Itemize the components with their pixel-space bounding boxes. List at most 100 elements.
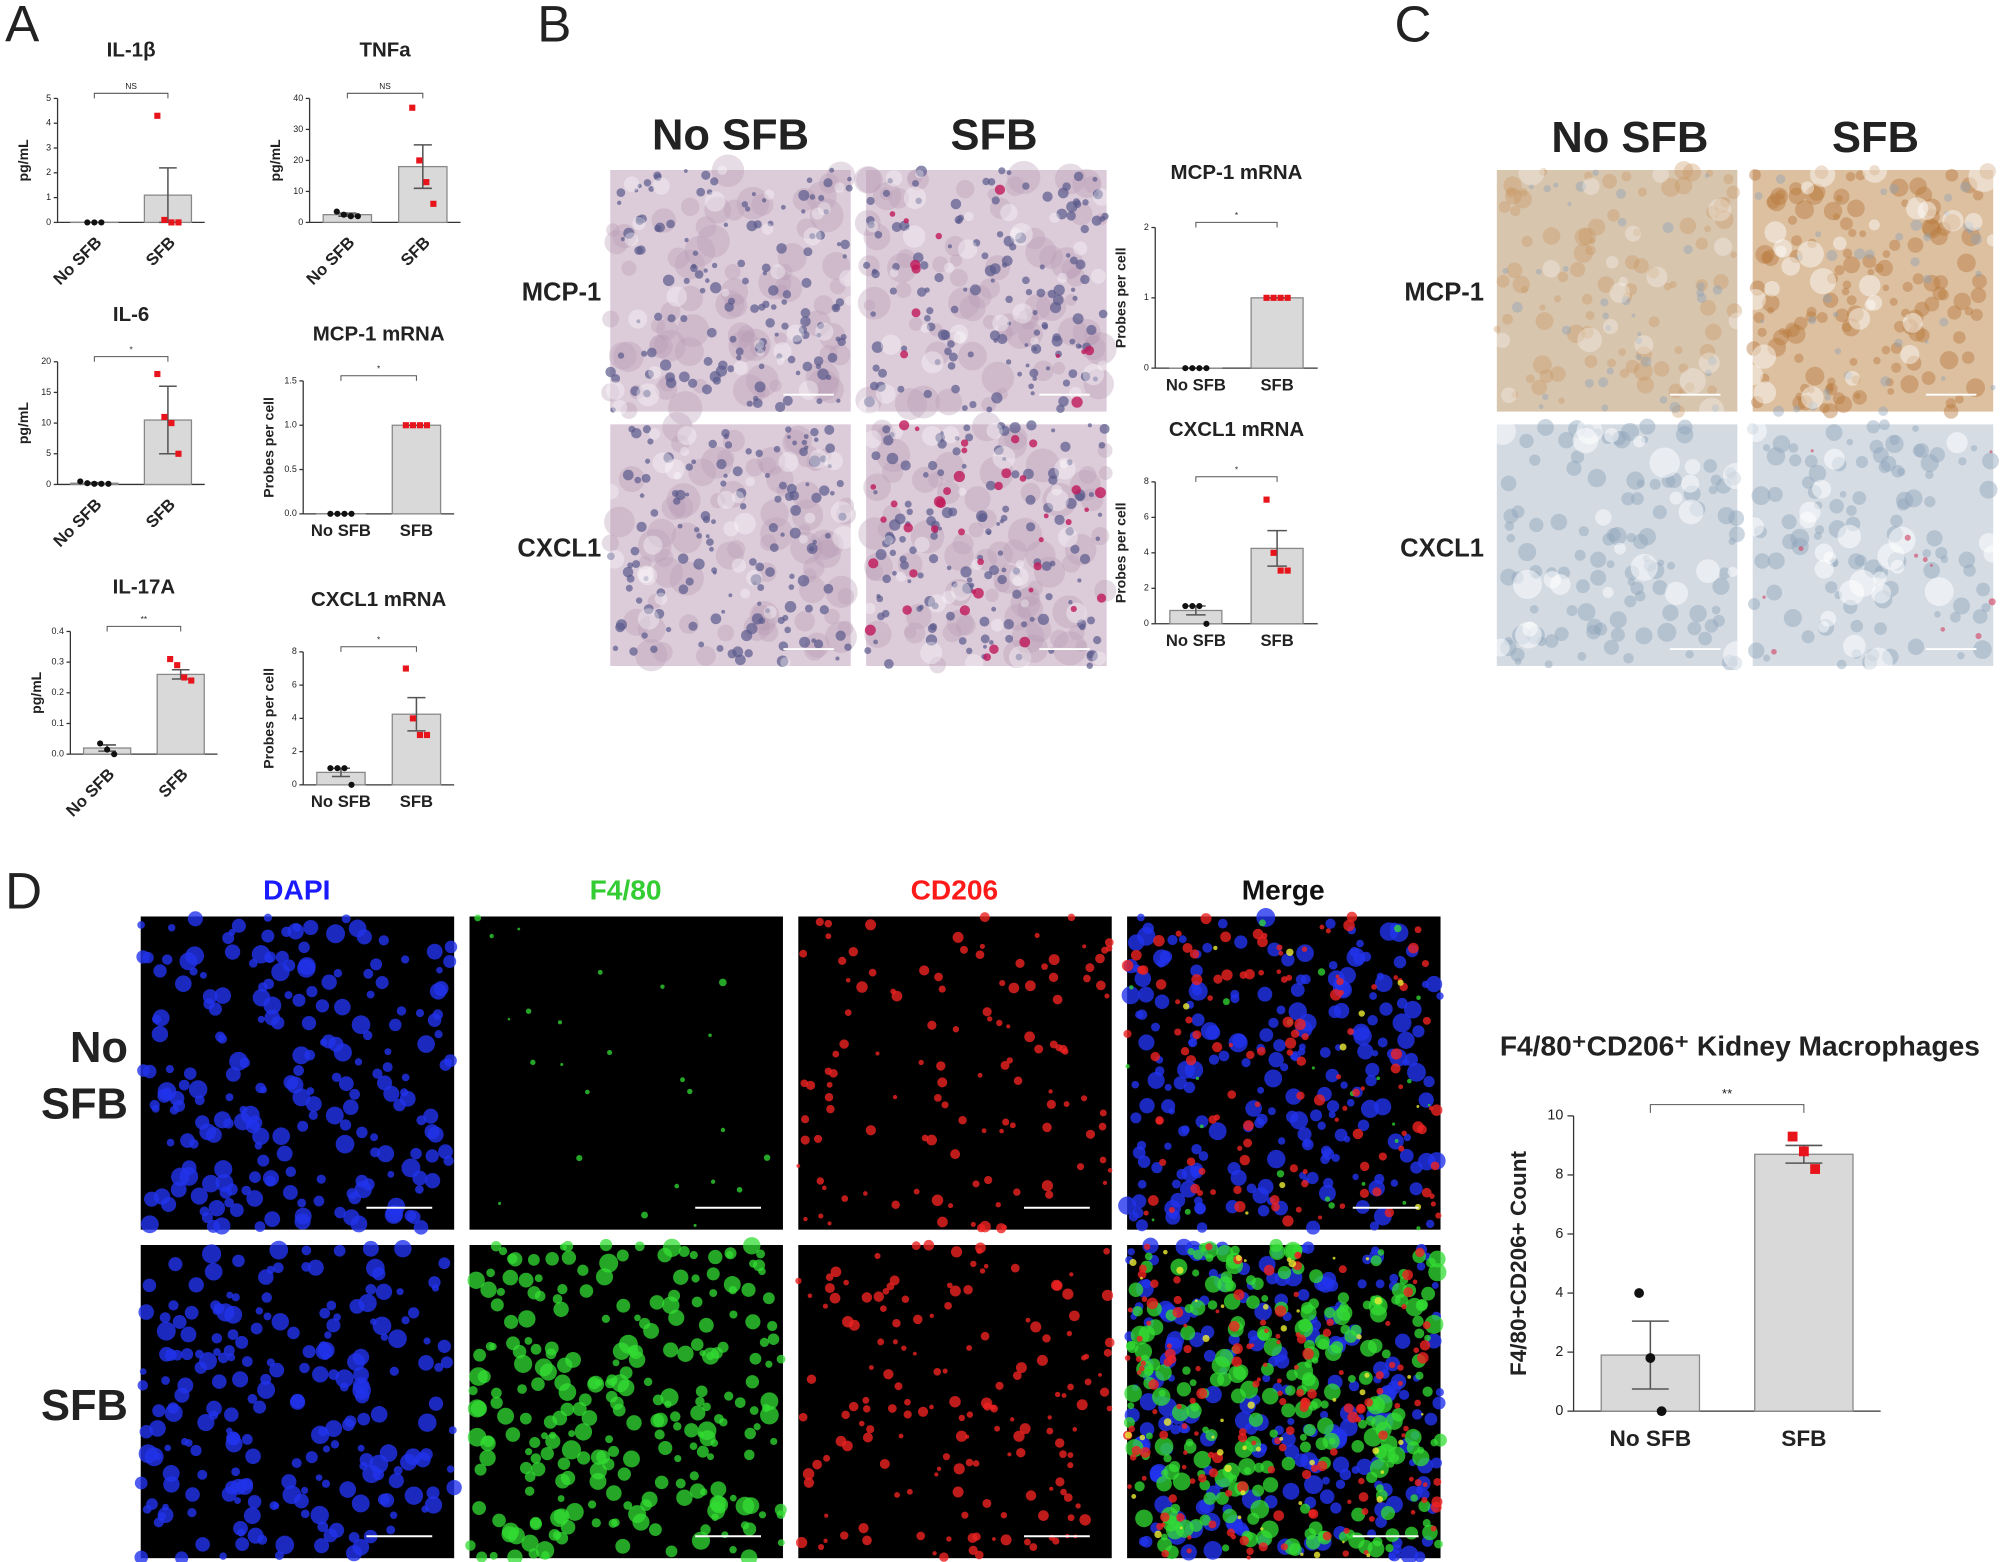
texture — [1136, 1335, 1143, 1342]
texture — [281, 926, 292, 938]
texture — [1836, 659, 1847, 670]
texture — [729, 1494, 737, 1502]
texture — [1914, 553, 1919, 558]
texture — [1311, 1398, 1322, 1409]
texture — [1075, 1503, 1081, 1509]
texture — [979, 943, 985, 949]
texture — [765, 567, 775, 577]
texture — [1320, 1400, 1329, 1409]
texture — [474, 1463, 487, 1476]
texture — [1712, 285, 1723, 295]
texture — [1674, 346, 1683, 355]
texture — [1234, 935, 1248, 949]
texture — [994, 1425, 1001, 1432]
texture — [1970, 308, 1983, 321]
texture — [1895, 232, 1904, 241]
texture — [710, 613, 722, 625]
texture — [815, 363, 822, 370]
texture — [848, 947, 859, 957]
texture — [723, 473, 728, 478]
texture — [675, 1478, 686, 1489]
texture — [1902, 312, 1923, 333]
texture — [770, 264, 786, 280]
texture — [953, 331, 967, 344]
texture — [1213, 974, 1223, 984]
texture — [1515, 621, 1542, 649]
texture — [1788, 187, 1806, 205]
texture — [798, 189, 810, 201]
data-point — [423, 179, 430, 186]
texture — [1313, 1094, 1326, 1106]
texture — [653, 171, 662, 180]
texture — [1210, 1189, 1217, 1196]
texture — [870, 311, 876, 317]
texture — [990, 1404, 996, 1411]
texture — [871, 341, 884, 353]
texture — [438, 1257, 451, 1270]
texture — [923, 389, 932, 399]
texture — [1160, 1522, 1166, 1528]
texture — [803, 227, 822, 246]
texture — [928, 594, 947, 613]
texture — [721, 609, 726, 614]
texture — [886, 452, 899, 465]
texture — [263, 1312, 272, 1321]
texture — [1684, 382, 1695, 392]
texture — [856, 166, 883, 194]
texture — [817, 531, 844, 558]
texture — [752, 581, 757, 586]
texture — [557, 1495, 565, 1503]
texture — [282, 959, 296, 972]
texture — [990, 278, 995, 283]
texture — [745, 477, 755, 487]
texture — [1360, 1339, 1377, 1357]
texture — [1521, 286, 1529, 294]
texture — [1372, 1187, 1382, 1197]
texture — [1391, 1407, 1406, 1422]
data-point — [84, 219, 91, 226]
texture — [875, 381, 886, 392]
texture — [1216, 1449, 1224, 1456]
texture — [982, 314, 998, 330]
texture — [1633, 361, 1653, 381]
texture — [1377, 1249, 1385, 1256]
texture — [1123, 1417, 1135, 1429]
texture — [1271, 1202, 1280, 1212]
texture — [1254, 1462, 1264, 1473]
texture — [1744, 419, 1767, 443]
texture — [1186, 1548, 1192, 1554]
texture — [1801, 630, 1815, 644]
texture — [695, 646, 716, 666]
texture — [1907, 237, 1924, 253]
texture — [1358, 1419, 1367, 1429]
texture — [1080, 371, 1091, 382]
texture — [830, 501, 853, 523]
texture — [1374, 1297, 1382, 1305]
texture — [1605, 324, 1612, 332]
texture — [1602, 586, 1614, 598]
texture — [1502, 267, 1509, 274]
texture — [1958, 457, 1967, 466]
texture — [758, 303, 766, 311]
texture — [1030, 391, 1035, 396]
texture — [863, 430, 882, 449]
texture — [1513, 190, 1533, 209]
y-tick-label: 20 — [41, 356, 51, 366]
texture — [1970, 233, 1982, 245]
texture — [304, 1049, 316, 1061]
texture — [900, 460, 911, 471]
texture — [134, 1476, 148, 1490]
texture — [1760, 319, 1765, 324]
texture — [702, 516, 711, 524]
texture — [1198, 1151, 1209, 1161]
texture — [1287, 1417, 1295, 1426]
texture — [1511, 301, 1523, 313]
texture — [1846, 305, 1864, 323]
texture — [710, 282, 722, 294]
texture — [473, 1348, 487, 1362]
texture — [1195, 1115, 1209, 1129]
texture — [1141, 1278, 1152, 1289]
texture — [925, 634, 938, 646]
texture — [1025, 1490, 1037, 1501]
texture — [1635, 627, 1653, 645]
